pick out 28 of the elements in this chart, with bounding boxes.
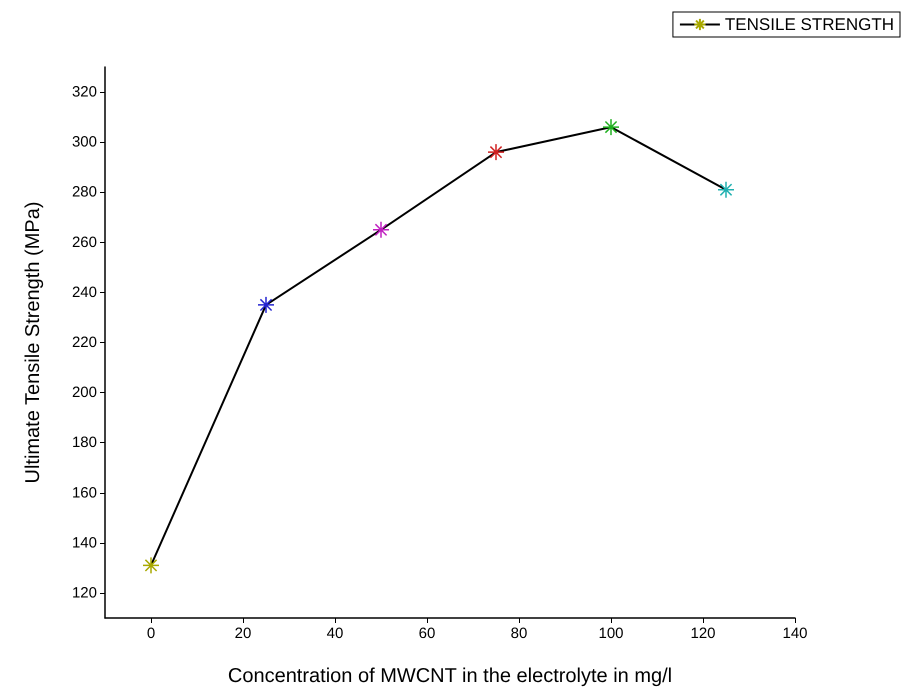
point — [487, 143, 505, 161]
y-tick-label: 120 — [72, 584, 97, 602]
point — [257, 296, 275, 314]
y-tick-label: 280 — [72, 184, 97, 201]
y-axis-title: Ultimate Tensile Strength (MPa) — [22, 202, 44, 484]
x-tick-label: 20 — [234, 625, 252, 642]
x-axis-title: Concentration of MWCNT in the electrolyte in mg/l — [228, 665, 672, 687]
point — [142, 556, 160, 574]
y-tick-label: 160 — [72, 484, 97, 502]
y-tick-label: 260 — [72, 234, 97, 251]
y-tick-label: 180 — [72, 434, 97, 452]
y-tick-label: 300 — [72, 134, 97, 151]
x-tick-label: 40 — [326, 625, 344, 642]
x-tick-label: 140 — [782, 625, 808, 642]
x-tick-label: 100 — [598, 625, 624, 642]
y-tick-label: 240 — [72, 284, 97, 301]
point — [602, 118, 620, 136]
point — [372, 221, 390, 239]
x-tick-label: 60 — [418, 625, 436, 642]
y-tick-label: 200 — [72, 384, 97, 402]
point — [717, 180, 735, 198]
x-tick-label: 0 — [146, 625, 156, 642]
y-tick-label: 140 — [72, 534, 97, 552]
legend-label: TENSILE STRENGTH — [724, 15, 894, 34]
y-tick-label: 320 — [72, 84, 97, 101]
x-tick-label: 120 — [690, 625, 716, 642]
y-tick-label: 220 — [72, 334, 97, 351]
x-tick-label: 80 — [510, 625, 528, 642]
